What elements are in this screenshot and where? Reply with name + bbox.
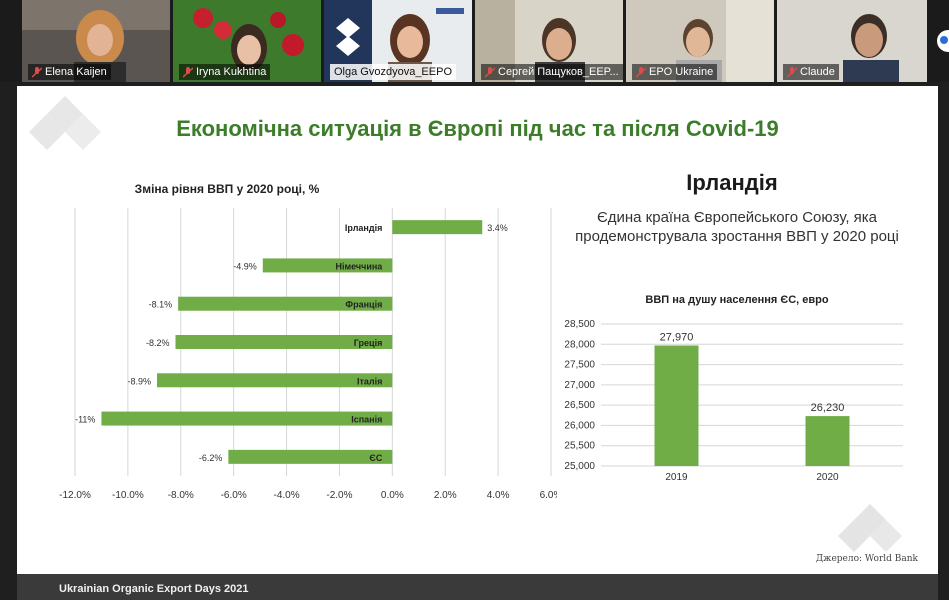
mic-muted-icon [32,66,42,78]
mic-muted-icon [787,66,797,78]
participant-name-tag: EPO Ukraine [632,64,718,80]
bar [156,373,393,388]
category-label: Німеччина [335,261,383,271]
category-label: ЄС [369,453,382,463]
participant-tile-1[interactable]: Elena Kaijen [22,0,170,82]
category-label: Ірландія [345,223,382,233]
category-label: Греція [354,338,383,348]
x-tick-label: -2.0% [326,490,352,501]
slide-title: Економічна ситуація в Європі під час та … [176,116,779,141]
mic-muted-icon [636,66,646,78]
data-label: -4.9% [233,261,257,271]
gdp-per-capita-column-chart: 25,000 25,500 26,000 26,500 27,000 27,500 28,0… [564,319,903,480]
mic-muted-icon [485,66,495,78]
bar [392,220,483,235]
participant-tile-6[interactable]: Claude [777,0,927,82]
slide-footer: Ukrainian Organic Export Days 2021 [17,574,938,600]
y-tick-label: 28,500 [564,319,595,330]
gdp-change-bar-chart: -12.0% -10.0% -8.0% -6.0% -4.0% -2.0% 0.0% 2.0%… [59,208,557,501]
category-label: Італія [357,376,382,386]
data-label: -8.2% [146,338,170,348]
x-tick-label: -12.0% [59,490,91,501]
bar [101,411,393,426]
bar [262,258,393,273]
x-category-label: 2020 [816,472,839,480]
y-tick-label: 27,500 [564,360,595,371]
participant-strip: Elena Kaijen Iryna Kukhtina [0,0,949,82]
participant-name-tag: Claude [783,64,839,80]
participant-name-tag: Iryna Kukhtina [179,64,271,80]
participant-tile-5[interactable]: EPO Ukraine [626,0,774,82]
participant-name: Iryna Kukhtina [196,66,267,78]
data-label: -11% [75,415,95,425]
country-description: Єдина країна Європейського Союзу, яка пр… [575,209,899,245]
x-category-label: 2019 [665,472,688,480]
data-label: 3.4% [487,223,508,233]
x-tick-label: 4.0% [487,490,510,501]
data-label: -6.2% [199,453,223,463]
y-tick-label: 25,000 [564,461,595,472]
mic-muted-icon [183,66,193,78]
participant-name-tag: Olga Gvozdyova_EEPO [330,64,457,80]
gdp-change-chart-title: Зміна рівня ВВП у 2020 році, % [134,182,320,196]
participant-name: Olga Gvozdyova_EEPO [334,66,453,78]
participant-name: Claude [800,66,835,78]
participant-name-tag: Сергей Пащуков_EEP... [481,64,623,80]
bar [178,296,393,311]
country-heading: Ірландія [686,170,778,195]
category-label: Іспанія [351,415,382,425]
data-label: -8.1% [149,300,173,310]
participant-tile-2[interactable]: Iryna Kukhtina [173,0,321,82]
y-tick-label: 27,000 [564,380,595,391]
data-label: -8.9% [127,376,151,386]
diamond-logo-icon [29,96,101,150]
y-tick-label: 26,000 [564,420,595,431]
shared-slide: Економічна ситуація в Європі під час та … [17,86,938,574]
participant-tile-3-speaking[interactable]: Olga Gvozdyova_EEPO [324,0,472,82]
participant-video-6 [777,0,927,82]
side-panel-toggle-icon[interactable] [937,30,949,52]
x-tick-label: -4.0% [273,490,299,501]
column [654,345,699,466]
gdp-per-capita-chart-title: ВВП на душу населення ЄС, евро [645,294,829,306]
data-label: 26,230 [811,402,845,414]
x-tick-label: -8.0% [168,490,194,501]
bar [175,335,393,349]
y-tick-label: 25,500 [564,441,595,452]
participant-name-tag: Elena Kaijen [28,64,111,80]
column [805,416,850,466]
category-label: Франція [345,300,382,310]
diamond-logo-icon-bottom [838,504,902,552]
data-label: 27,970 [660,332,694,344]
participant-name: Elena Kaijen [45,66,107,78]
x-tick-label: 6.0% [540,490,557,501]
source-note: Джерело: World Bank [815,554,918,564]
x-tick-label: -6.0% [221,490,247,501]
x-tick-label: 0.0% [381,490,404,501]
participant-tile-4[interactable]: Сергей Пащуков_EEP... [475,0,623,82]
x-tick-label: -10.0% [112,490,144,501]
y-tick-label: 26,500 [564,400,595,411]
participant-name: Сергей Пащуков_EEP... [498,66,619,78]
x-tick-label: 2.0% [434,490,457,501]
bar [228,449,393,464]
y-tick-label: 28,000 [564,339,595,350]
participant-name: EPO Ukraine [649,66,714,78]
